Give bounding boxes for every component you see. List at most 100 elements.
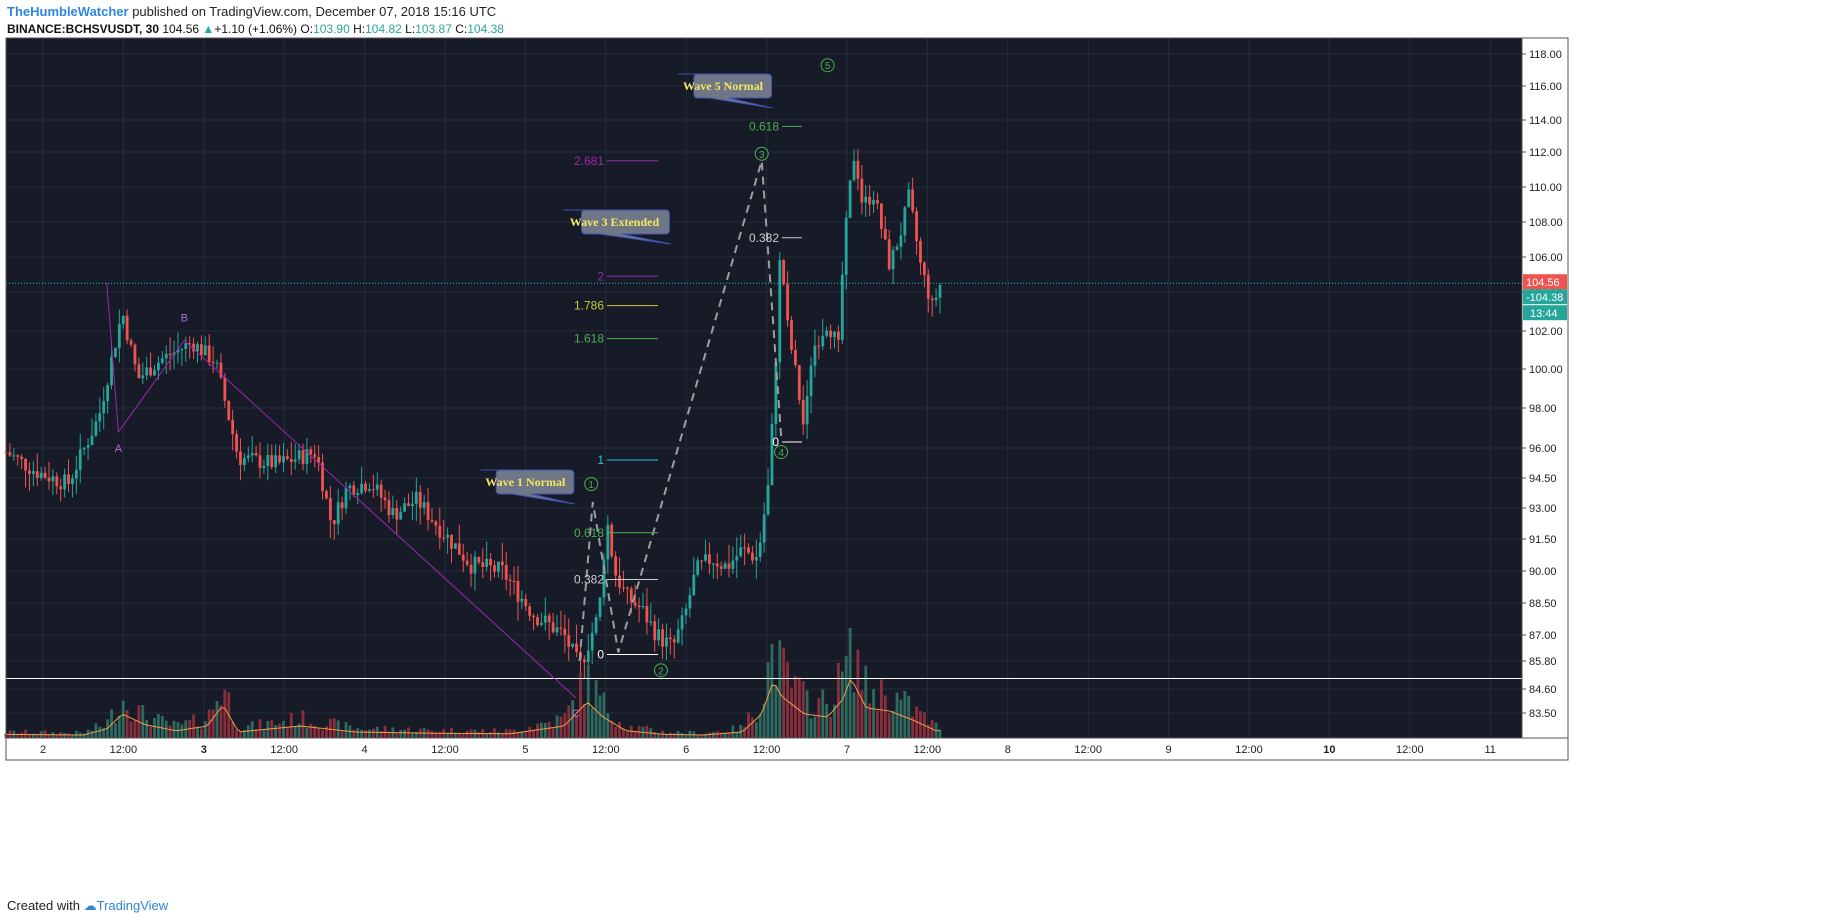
candle-body [262, 465, 266, 468]
volume-bar [516, 732, 520, 738]
volume-bar [571, 700, 575, 738]
tradingview-logo-icon[interactable]: ☁ [83, 898, 97, 913]
candle-body [809, 365, 813, 396]
price-tick-label: 84.60 [1529, 684, 1557, 696]
volume-bar [708, 732, 711, 738]
author-link[interactable]: TheHumbleWatcher [7, 4, 129, 19]
volume-bar [786, 662, 789, 738]
candle-body [840, 274, 844, 340]
time-tick-label: 6 [683, 744, 689, 756]
volume-bar [598, 695, 602, 738]
volume-bar [117, 715, 121, 738]
candle-body [102, 401, 106, 414]
candle-body [903, 207, 907, 236]
fib2-level-label: 0.618 [749, 119, 779, 133]
candle-body [114, 347, 117, 357]
price-axis[interactable] [1522, 38, 1568, 738]
time-axis[interactable] [6, 738, 1568, 760]
candle-body [172, 352, 176, 356]
volume-bar [559, 716, 563, 738]
volume-bar [411, 733, 414, 738]
volume-bar [848, 628, 852, 738]
volume-bar [497, 732, 500, 738]
elliott-wave-path [578, 160, 783, 662]
candle-body [434, 521, 438, 526]
volume-bar [493, 728, 496, 738]
volume-bar [833, 704, 836, 738]
candle-body [321, 462, 324, 492]
volume-bar [622, 728, 625, 738]
volume-bar [282, 720, 285, 738]
volume-bar [235, 729, 238, 738]
candle-body [207, 345, 211, 362]
candle-body [356, 493, 360, 496]
volume-bar [539, 722, 543, 738]
candle-body [528, 606, 532, 616]
candle-body [422, 502, 426, 508]
volume-bar [735, 732, 739, 738]
candle-body [454, 543, 457, 549]
candle-body [90, 435, 94, 446]
candle-body [106, 385, 110, 402]
candle-body [512, 580, 516, 582]
candle-body [895, 246, 899, 251]
volume-bar [653, 731, 657, 738]
time-tick-label: 8 [1005, 744, 1011, 756]
time-tick-label: 12:00 [1074, 744, 1102, 756]
candle-body [285, 456, 289, 459]
candle-body [184, 343, 188, 350]
volume-bar [321, 730, 324, 738]
time-tick-label: 12:00 [110, 744, 138, 756]
candle-body [51, 476, 55, 482]
price-tick-label: 118.00 [1529, 49, 1562, 61]
tradingview-brand[interactable]: TradingView [96, 898, 169, 913]
volume-bar [309, 723, 313, 738]
volume-bar [239, 732, 242, 738]
volume-bar [790, 687, 793, 738]
volume-bar [71, 734, 74, 738]
candle-body [497, 561, 500, 572]
volume-bar [82, 733, 86, 738]
candle-body [524, 598, 528, 607]
volume-bar [285, 726, 289, 738]
candle-body [78, 449, 82, 470]
candle-body [922, 262, 926, 276]
candle-body [747, 547, 750, 553]
time-tick-label: 7 [844, 744, 850, 756]
volume-bar [825, 703, 829, 738]
volume-bar [911, 716, 915, 738]
volume-bar [325, 726, 328, 738]
volume-bar [657, 733, 661, 738]
volume-bar [536, 723, 539, 738]
footer: Created with ☁TradingView [7, 898, 168, 914]
candle-body [411, 503, 414, 507]
fib-level-label: 0.382 [574, 573, 604, 587]
wave-marker-4 [774, 445, 789, 459]
wave-label: 4 [778, 448, 784, 459]
open-label: O: [300, 22, 314, 36]
volume-bar [512, 729, 516, 738]
candle-body [149, 367, 152, 376]
volume-bar [157, 714, 160, 738]
candle-body [856, 160, 860, 179]
volume-bar [840, 671, 844, 738]
volume-bar [149, 726, 152, 738]
candle-body [352, 485, 356, 496]
candle-body [762, 514, 766, 543]
candle-body [469, 564, 473, 574]
candle-body [891, 250, 895, 270]
candle-body [239, 451, 242, 466]
candle-body [766, 484, 770, 515]
candle-body [313, 454, 317, 458]
wave-label: 2 [658, 666, 664, 677]
candle-body [485, 558, 489, 567]
volume-bar [153, 717, 156, 738]
candle-body [672, 639, 676, 643]
volume-bar [668, 732, 672, 738]
high-label: H: [353, 22, 366, 36]
volume-bar [125, 710, 129, 738]
price-tick-label: 110.00 [1529, 182, 1562, 194]
candle-body [375, 484, 379, 490]
candle-body [211, 361, 215, 363]
